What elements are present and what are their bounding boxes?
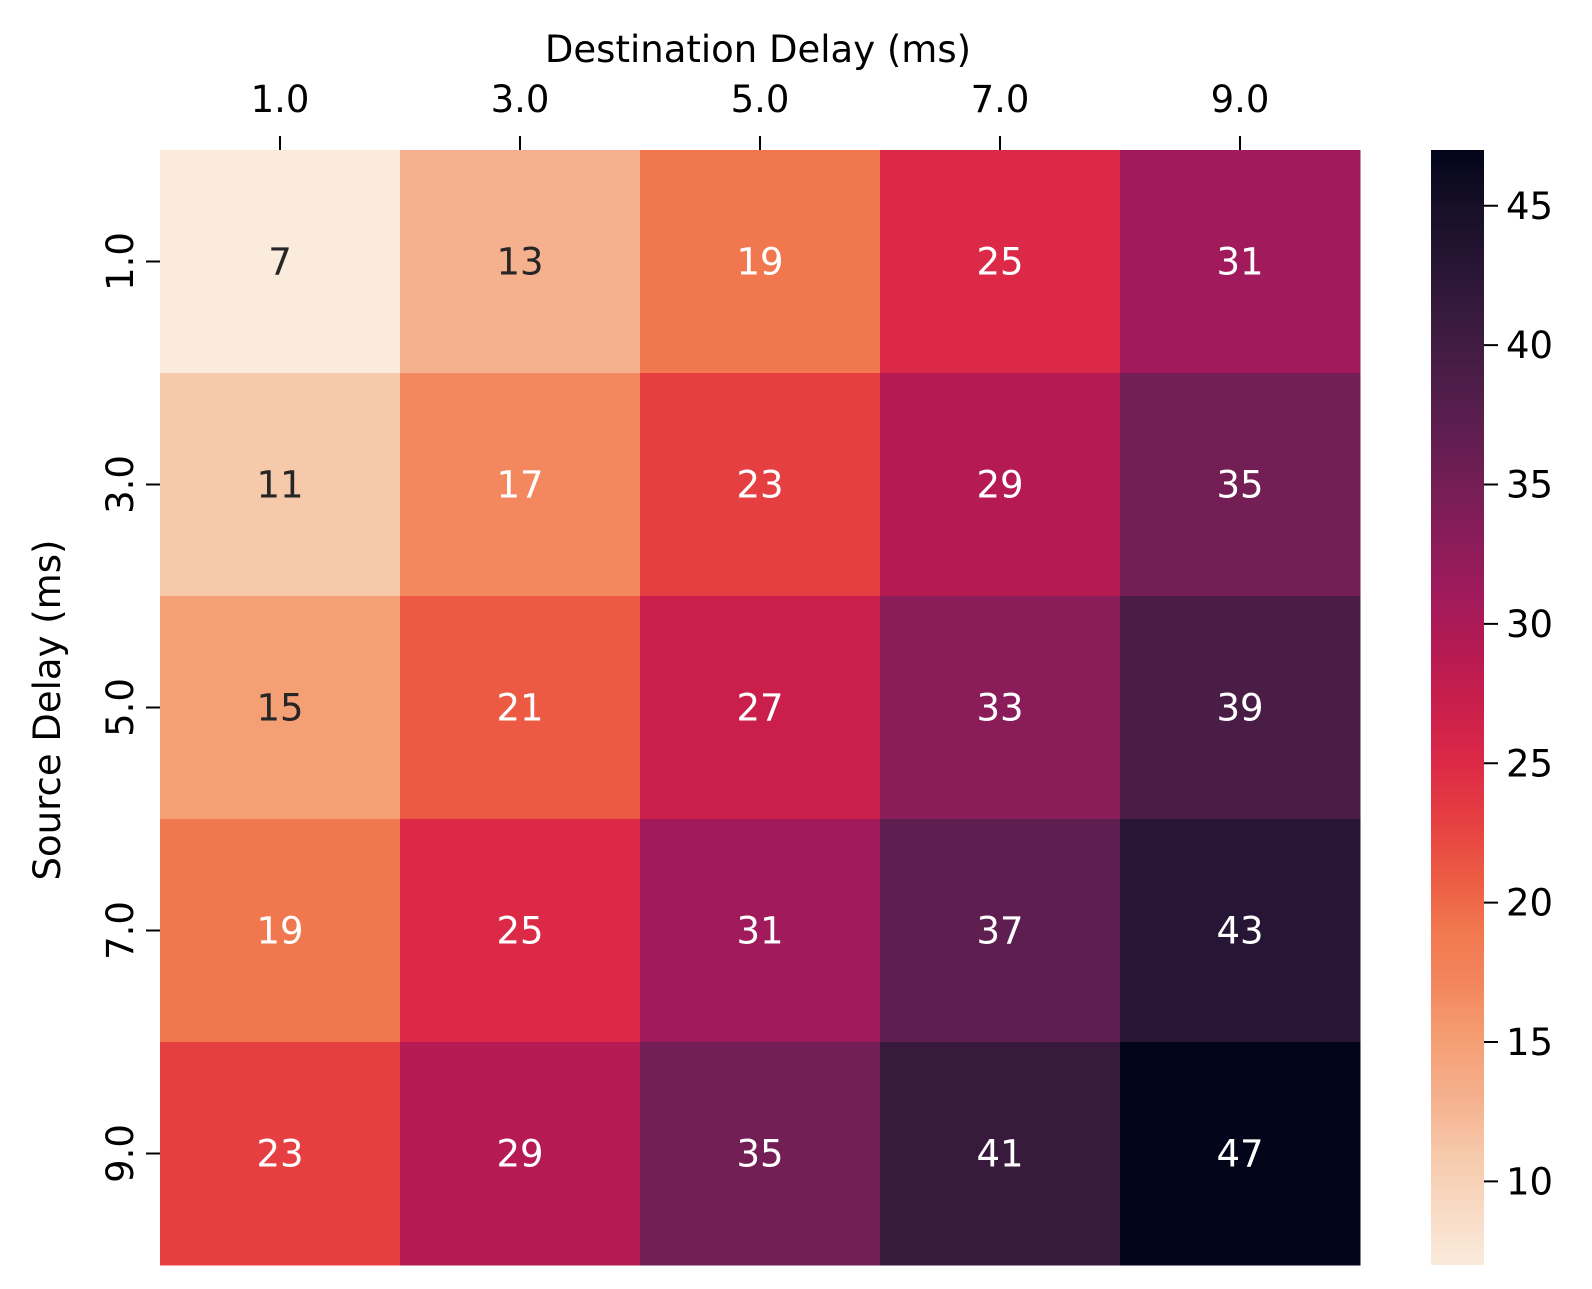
cell-value-label: 11: [256, 464, 303, 507]
cell-value-label: 29: [496, 1133, 543, 1176]
y-axis: 1.0 3.0 5.0 7.0 9.0: [99, 232, 160, 1183]
heatmap-cell: [640, 596, 881, 820]
x-axis-label: Destination Delay (ms): [545, 28, 971, 71]
cell-value-label: 17: [496, 464, 543, 507]
heatmap-cell: [880, 1042, 1121, 1266]
x-tick-label: 3.0: [491, 78, 550, 121]
cell-value-label: 25: [496, 910, 543, 953]
heatmap-cell: [160, 596, 401, 820]
heatmap-cell: [1120, 1042, 1361, 1266]
cell-value-label: 19: [256, 910, 303, 953]
y-axis-label: Source Delay (ms): [26, 540, 69, 881]
colorbar-tick-label: 10: [1506, 1160, 1553, 1203]
heatmap-cells: [160, 150, 1361, 1266]
heatmap-cell: [400, 373, 641, 597]
colorbar-tick-label: 30: [1506, 603, 1553, 646]
cell-value-label: 27: [736, 687, 783, 730]
heatmap-cell: [880, 819, 1121, 1043]
colorbar-tick-label: 25: [1506, 742, 1553, 785]
heatmap-cell: [1120, 150, 1361, 374]
cell-annotations: 7 13 19 25 31 11 17 23 29 35 15 21 27 33 39 19 25 31 37 43 2…: [256, 241, 1263, 1176]
x-tick-label: 7.0: [971, 78, 1030, 121]
heatmap-cell: [400, 150, 641, 374]
cell-value-label: 29: [976, 464, 1023, 507]
heatmap-cell: [160, 819, 401, 1043]
cell-value-label: 19: [736, 241, 783, 284]
heatmap-cell: [400, 1042, 641, 1266]
x-tick-label: 1.0: [251, 78, 310, 121]
cell-value-label: 31: [736, 910, 783, 953]
colorbar-ticks: 10 15 20 25 30 35 40 45: [1484, 185, 1553, 1203]
cell-value-label: 35: [1216, 464, 1263, 507]
cell-value-label: 47: [1216, 1133, 1263, 1176]
heatmap-cell: [400, 596, 641, 820]
colorbar: [1431, 150, 1484, 1265]
cell-value-label: 25: [976, 241, 1023, 284]
x-tick-label: 5.0: [731, 78, 790, 121]
cell-value-label: 15: [256, 687, 303, 730]
cell-value-label: 37: [976, 910, 1023, 953]
heatmap-cell: [160, 373, 401, 597]
heatmap-cell: [1120, 819, 1361, 1043]
heatmap-cell: [880, 373, 1121, 597]
colorbar-tick-label: 15: [1506, 1021, 1553, 1064]
cell-value-label: 7: [268, 241, 292, 284]
y-tick-label: 7.0: [99, 901, 142, 960]
x-tick-label: 9.0: [1211, 78, 1270, 121]
cell-value-label: 23: [256, 1133, 303, 1176]
heatmap-cell: [160, 1042, 401, 1266]
cell-value-label: 41: [976, 1133, 1023, 1176]
y-tick-label: 3.0: [99, 455, 142, 514]
y-tick-label: 1.0: [99, 232, 142, 291]
x-axis: 1.0 3.0 5.0 7.0 9.0: [251, 78, 1270, 150]
heatmap-cell: [640, 150, 881, 374]
heatmap-cell: [160, 150, 401, 374]
y-tick-label: 9.0: [99, 1124, 142, 1183]
cell-value-label: 39: [1216, 687, 1263, 730]
cell-value-label: 21: [496, 687, 543, 730]
colorbar-tick-label: 35: [1506, 464, 1553, 507]
cell-value-label: 43: [1216, 910, 1263, 953]
colorbar-tick-label: 40: [1506, 324, 1553, 367]
heatmap-cell: [400, 819, 641, 1043]
heatmap-cell: [640, 819, 881, 1043]
cell-value-label: 23: [736, 464, 783, 507]
colorbar-tick-label: 45: [1506, 185, 1553, 228]
heatmap-cell: [880, 596, 1121, 820]
heatmap-cell: [1120, 373, 1361, 597]
heatmap-cell: [640, 1042, 881, 1266]
heatmap-cell: [880, 150, 1121, 374]
cell-value-label: 13: [496, 241, 543, 284]
heatmap-cell: [1120, 596, 1361, 820]
cell-value-label: 33: [976, 687, 1023, 730]
heatmap-cell: [640, 373, 881, 597]
cell-value-label: 31: [1216, 241, 1263, 284]
cell-value-label: 35: [736, 1133, 783, 1176]
y-tick-label: 5.0: [99, 678, 142, 737]
colorbar-tick-label: 20: [1506, 882, 1553, 925]
